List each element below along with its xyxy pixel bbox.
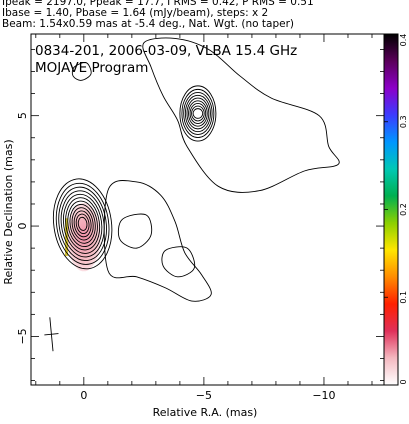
colorbar-tick-label: 0 [399, 379, 408, 384]
header-line-1: Ipeak = 2197.0, Ppeak = 17.7, I RMS = 0.… [2, 0, 314, 8]
core-contour [55, 182, 110, 265]
chart-subtitle: MOJAVE Program [35, 60, 148, 76]
header-line-3: Beam: 1.54x0.59 mas at -5.4 deg., Nat. W… [2, 18, 295, 30]
core-contour [65, 197, 101, 251]
x-tick-label: −5 [196, 389, 212, 402]
contour-layer [52, 37, 340, 302]
x-tick-labels: 0 −5 −10 [80, 389, 335, 402]
colorbar-tick-label: 0.3 [399, 115, 408, 128]
core-contour [58, 186, 107, 262]
component-contour [191, 105, 205, 122]
component-contour [179, 85, 217, 142]
y-tick-label: 0 [16, 223, 29, 230]
y-axis-label: Relative Declination (mas) [2, 139, 15, 284]
x-tick-label: −10 [312, 389, 335, 402]
inner-blob-contour [161, 246, 196, 278]
chart-title: 0834-201, 2006-03-09, VLBA 15.4 GHz [35, 43, 297, 59]
core-contour [67, 200, 98, 248]
component-contour [186, 97, 210, 130]
colorbar-tick-label: 0.2 [399, 203, 408, 216]
core-contour [52, 178, 113, 270]
y-tick-labels: −5 0 5 [16, 112, 29, 344]
component-contour [188, 100, 208, 127]
header-line-2: Ibase = 1.40, Pbase = 1.64 (mJy/beam), s… [2, 7, 269, 19]
core-contour [75, 213, 90, 235]
core-contour [73, 210, 92, 238]
y-tick-label: 5 [16, 112, 29, 119]
core-contour [69, 203, 96, 244]
component-contour [189, 102, 207, 124]
inner-blob-contour [117, 213, 153, 249]
y-tick-label: −5 [16, 328, 29, 344]
component-contour [181, 88, 215, 139]
bridge-contour [103, 180, 212, 302]
small-blob-contour [71, 62, 92, 81]
colorbar-ticks: 0 0.1 0.2 0.3 0.4 [384, 33, 408, 386]
x-tick-label: 0 [80, 389, 87, 402]
core-contour [60, 190, 105, 258]
core-contour [77, 216, 88, 231]
colorbar-tick-label: 0.4 [399, 34, 408, 47]
beam-minor-axis [44, 333, 59, 336]
component-contour [183, 91, 213, 135]
beam-layer [44, 317, 59, 352]
colorbar-tick-label: 0.1 [399, 291, 408, 304]
axis-ticks [31, 34, 384, 385]
core-contour [71, 207, 94, 241]
component-contour [192, 108, 204, 119]
extended-emission-contour [142, 37, 340, 193]
core-contour [62, 193, 103, 254]
x-axis-label: Relative R.A. (mas) [153, 406, 258, 419]
component-contour [184, 94, 211, 133]
